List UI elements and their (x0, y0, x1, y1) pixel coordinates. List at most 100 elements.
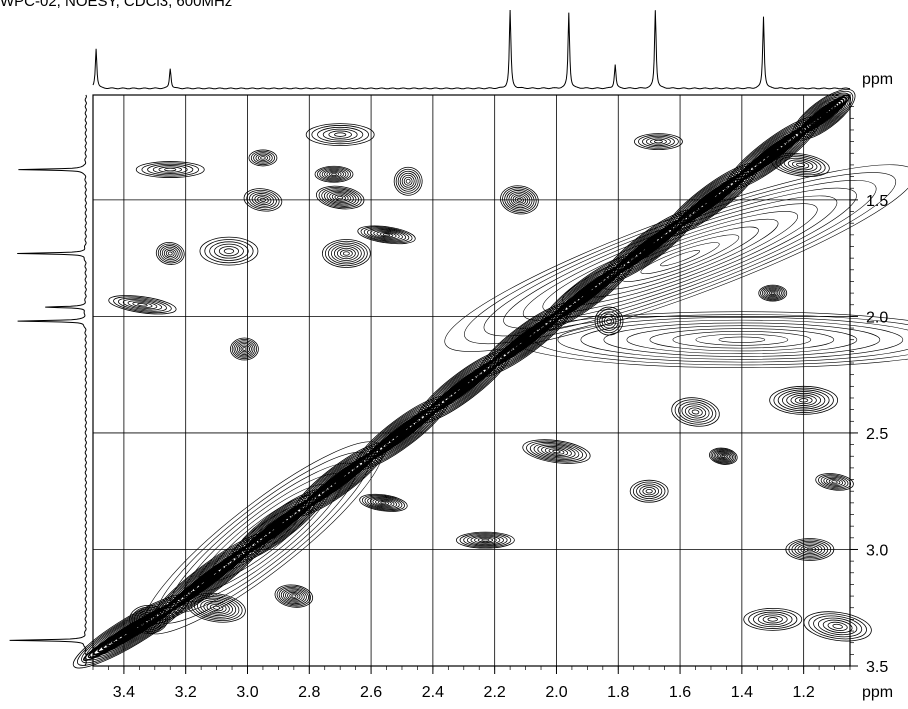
x-tick-label: 2.8 (298, 684, 320, 701)
contour-ring (247, 502, 310, 551)
cross-peak (500, 185, 539, 215)
x-tick-label: 2.4 (422, 684, 444, 701)
contour-ring (533, 443, 580, 460)
contour-ring (190, 594, 243, 621)
x-tick-label: 3.2 (175, 684, 197, 701)
contour-ring (299, 447, 381, 512)
contour-ring (405, 178, 411, 184)
contour-ring (193, 596, 240, 620)
contour-ring (257, 196, 269, 204)
contour-ring (815, 473, 854, 491)
x-tick-label: 2.6 (360, 684, 382, 701)
contour-ring (463, 533, 508, 547)
contour-ring (787, 159, 814, 171)
y-tick-label: 3.0 (866, 542, 888, 559)
contour-ring (359, 493, 408, 512)
contour-ring (316, 166, 352, 182)
cross-peak (629, 479, 669, 503)
contour-ring (200, 599, 233, 617)
contour-ring (673, 170, 749, 230)
contour-ring (797, 94, 850, 135)
top-projection-trace (92, 9, 851, 90)
y-axis-ticks: 1.5 2.0 2.5 3.0 3.5 (850, 106, 888, 676)
contour-ring (287, 591, 301, 601)
contour-ring (632, 481, 666, 501)
contour-ring (654, 139, 663, 144)
cross-peak (815, 473, 854, 491)
contour-ring (373, 230, 400, 240)
contour-ring (113, 296, 172, 314)
contour-ring (117, 297, 167, 312)
contour-ring (674, 399, 717, 425)
cross-peak (357, 225, 416, 245)
cross-peak (634, 133, 683, 151)
contour-ring (364, 495, 403, 510)
left-1d-projection (9, 94, 87, 667)
contour-ring (233, 340, 256, 358)
spectrum-title: WPC-02, NOESY, CDCl3, 600MHz (0, 0, 233, 10)
contour-ring (147, 163, 194, 176)
contour-ring (164, 167, 177, 172)
contour-ring (372, 498, 395, 508)
contour-ring (108, 295, 177, 315)
contour-ring (794, 90, 854, 139)
contour-ring (542, 203, 818, 313)
contour-ring (470, 535, 501, 545)
contour-ring (276, 585, 312, 607)
cross-peak (321, 239, 371, 268)
contour-ring (129, 604, 169, 634)
contour-ring (645, 488, 653, 494)
contour-ring (214, 243, 244, 259)
contour-ring (145, 617, 152, 622)
contour-ring (132, 301, 153, 308)
contour-ring (255, 153, 271, 163)
contour-ring (529, 441, 584, 462)
cross-peak (199, 236, 259, 266)
contour-ring (477, 537, 494, 543)
contour-ring (713, 450, 733, 463)
diagonal-core (797, 94, 850, 135)
contour-ring (742, 129, 804, 178)
contour-ring (792, 89, 856, 141)
cross-peak (743, 607, 803, 631)
contour-ring (235, 516, 290, 560)
contour-ring (122, 299, 163, 311)
contour-ring (556, 269, 619, 318)
contour-ring (379, 232, 394, 238)
contour-ring (399, 172, 417, 190)
contour-ring (832, 623, 843, 629)
contour-ring (719, 454, 727, 459)
left-projection-trace (9, 94, 87, 667)
contour-ring (508, 191, 531, 209)
contour-ring (762, 615, 783, 624)
contour-ring (636, 483, 663, 499)
contour-ring (484, 307, 567, 372)
cross-peak (359, 493, 408, 512)
contour-ring (89, 604, 174, 658)
contour-ring (260, 156, 266, 160)
contour-ring (615, 219, 684, 274)
contour-ring (514, 196, 524, 204)
contour-ring (721, 454, 726, 458)
contour-ring (646, 137, 671, 147)
contour-ring (253, 152, 273, 164)
contour-ring (831, 480, 838, 484)
contour-ring (329, 192, 352, 204)
contour-ring (639, 485, 660, 498)
contour-ring (330, 244, 362, 263)
contour-ring (291, 594, 297, 598)
contour-ring (594, 306, 624, 336)
contour-ring (331, 193, 349, 202)
contour-ring (159, 245, 181, 262)
cross-peak (671, 397, 720, 427)
contour-ring (218, 246, 240, 257)
contour-ring (131, 606, 166, 633)
contour-ring (377, 500, 390, 506)
contour-ring (318, 187, 362, 209)
cross-peak (803, 611, 872, 642)
contour-ring (136, 610, 161, 629)
contour-ring (491, 313, 560, 367)
diagonal-core (733, 123, 812, 184)
contour-ring (681, 403, 710, 421)
